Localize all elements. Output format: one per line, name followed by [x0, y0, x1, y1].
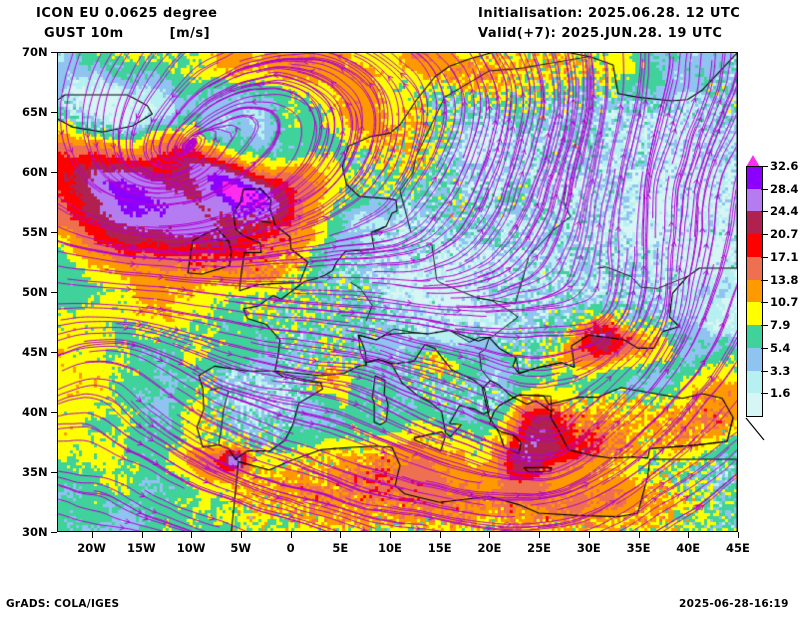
colorbar-band [746, 234, 763, 257]
y-tick [51, 412, 57, 413]
y-tick [51, 232, 57, 233]
colorbar-tick [761, 347, 768, 349]
x-tick [738, 532, 739, 538]
map-plot-area[interactable] [57, 52, 738, 532]
colorbar-value-label: 20.7 [770, 227, 799, 242]
x-axis-label: 25E [527, 541, 552, 555]
y-axis-label: 30N [22, 525, 48, 539]
colorbar[interactable] [746, 166, 763, 417]
colorbar-band [746, 370, 763, 394]
initialisation-label: Initialisation: 2025.06.28. 12 UTC [478, 6, 741, 21]
colorbar-tick [761, 393, 768, 395]
x-axis-label: 0 [286, 541, 295, 555]
y-tick [51, 112, 57, 113]
x-axis-label: 10W [176, 541, 206, 555]
x-tick [439, 532, 441, 538]
y-tick [51, 472, 57, 473]
x-tick [638, 532, 640, 538]
y-tick [51, 52, 57, 53]
x-tick [390, 532, 392, 538]
colorbar-band [746, 256, 763, 280]
colorbar-tick [761, 279, 768, 281]
colorbar-tail-icon [745, 417, 765, 441]
x-axis-label: 15W [127, 541, 156, 555]
x-axis-label: 40E [676, 541, 701, 555]
y-axis-label: 55N [22, 225, 48, 239]
colorbar-value-label: 28.4 [770, 181, 799, 196]
colorbar-tick [761, 188, 768, 190]
colorbar-band [746, 325, 763, 348]
y-tick [51, 292, 57, 293]
x-tick [240, 532, 242, 538]
colorbar-over-arrow [746, 155, 760, 167]
colorbar-value-label: 24.4 [770, 204, 799, 219]
x-tick [539, 532, 541, 538]
x-tick [340, 532, 342, 538]
y-axis-label: 50N [22, 285, 48, 299]
x-tick [290, 532, 292, 538]
y-axis-label: 40N [22, 405, 48, 419]
colorbar-band [746, 302, 763, 326]
colorbar-value-label: 13.8 [770, 272, 799, 287]
colorbar-tick [761, 211, 768, 213]
x-axis-label: 10E [378, 541, 402, 555]
colorbar-tick [761, 256, 768, 258]
colorbar-band [746, 188, 763, 212]
colorbar-band [746, 166, 763, 190]
colorbar-band [746, 211, 763, 235]
colorbar-value-label: 7.9 [770, 318, 791, 333]
generated-timestamp: 2025-06-28-16:19 [679, 598, 789, 610]
x-tick [141, 532, 143, 538]
x-axis-label: 20E [477, 541, 502, 555]
x-axis-label: 45E [726, 541, 750, 555]
x-tick [91, 532, 93, 538]
x-axis-label: 15E [427, 541, 452, 555]
colorbar-tick [761, 370, 768, 372]
colorbar-tick [761, 302, 768, 304]
colorbar-band [746, 347, 763, 371]
colorbar-tick [761, 166, 768, 167]
colorbar-value-label: 3.3 [770, 363, 791, 378]
x-tick [489, 532, 491, 538]
x-axis-label: 35E [626, 541, 651, 555]
y-axis-label: 70N [22, 45, 48, 59]
variable-title: GUST 10m [m/s] [44, 26, 210, 41]
colorbar-value-label: 5.4 [770, 340, 791, 355]
valid-time-label: Valid(+7): 2025.JUN.28. 19 UTC [478, 26, 723, 41]
x-axis-label: 20W [77, 541, 106, 555]
y-tick [51, 172, 57, 173]
colorbar-value-label: 32.6 [770, 159, 799, 173]
grads-credit: GrADS: COLA/IGES [6, 598, 120, 610]
x-axis-label: 30E [576, 541, 601, 555]
y-axis-label: 65N [22, 105, 48, 119]
x-axis-label: 5E [332, 541, 349, 555]
variable-name: GUST 10m [44, 26, 124, 41]
gust-field-canvas [58, 53, 737, 531]
y-tick [51, 352, 57, 353]
colorbar-value-label: 1.6 [770, 386, 791, 401]
x-tick [191, 532, 193, 538]
y-axis-label: 60N [22, 165, 48, 179]
colorbar-tick [761, 325, 768, 327]
colorbar-value-label: 17.1 [770, 249, 799, 264]
colorbar-tick [761, 234, 768, 236]
x-tick [688, 532, 690, 538]
colorbar-value-label: 10.7 [770, 295, 799, 310]
x-tick [588, 532, 590, 538]
y-axis-label: 45N [22, 345, 48, 359]
variable-unit: [m/s] [169, 26, 211, 41]
y-tick [51, 532, 57, 533]
model-title: ICON EU 0.0625 degree [36, 6, 218, 21]
colorbar-band [746, 393, 763, 417]
y-axis-label: 35N [22, 465, 48, 479]
colorbar-band [746, 279, 763, 303]
x-axis-label: 5W [230, 541, 252, 555]
